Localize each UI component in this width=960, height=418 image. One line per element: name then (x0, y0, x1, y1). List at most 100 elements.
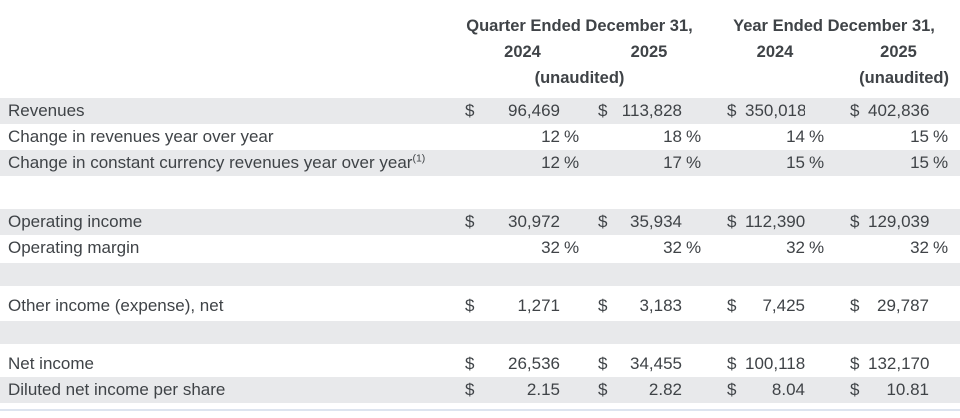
value-cell: 8.04 (771, 380, 805, 399)
year-year-2024: 2024 (756, 43, 794, 61)
table-row: Change in constant currency revenues yea… (0, 150, 960, 176)
row-label: Change in revenues year over year (8, 127, 274, 146)
percent-symbol: % (933, 153, 949, 172)
value-cell: 14 (786, 127, 805, 146)
table-row: Operating margin 32% 32% 32% 32% (0, 235, 960, 261)
spacer-row (0, 176, 960, 209)
currency-symbol: $ (465, 101, 475, 120)
value-cell: 2.15 (526, 380, 560, 399)
header-unaudited-row: (unaudited) (unaudited) (0, 65, 960, 91)
currency-symbol: $ (465, 212, 475, 231)
value-cell: 15 (786, 153, 805, 172)
value-cell: 12 (541, 153, 560, 172)
currency-symbol: $ (465, 380, 475, 399)
row-label: Net income (8, 354, 94, 373)
value-cell: 100,118 (745, 354, 805, 373)
value-cell: 30,972 (508, 212, 560, 231)
percent-symbol: % (933, 127, 949, 146)
value-cell: 113,828 (621, 101, 682, 120)
value-cell: 26,536 (508, 354, 560, 373)
table-row: Change in revenues year over year 12% 18% 1… (0, 124, 960, 150)
quarter-year-2025: 2025 (630, 43, 668, 61)
currency-symbol: $ (727, 380, 737, 399)
currency-symbol: $ (727, 354, 737, 373)
spacer-row (0, 319, 960, 351)
currency-symbol: $ (465, 354, 475, 373)
value-cell: 32 (910, 238, 929, 257)
footnote-marker: (1) (412, 152, 426, 165)
currency-symbol: $ (727, 296, 737, 315)
value-cell: 112,390 (745, 212, 805, 231)
row-label: Revenues (8, 101, 85, 120)
value-cell: 15 (910, 127, 929, 146)
value-cell: 32 (663, 238, 682, 257)
header-period-row: Quarter Ended December 31, Year Ended De… (0, 13, 960, 39)
spacer-band (0, 263, 960, 286)
value-cell: 15 (910, 153, 929, 172)
row-label: Change in constant currency revenues yea… (8, 152, 426, 172)
value-cell: 129,039 (868, 212, 929, 231)
value-cell: 132,170 (868, 354, 929, 373)
currency-symbol: $ (598, 380, 608, 399)
header-years-row: 2024 2025 2024 2025 (0, 39, 960, 65)
percent-symbol: % (809, 127, 825, 146)
table-row: Diluted net income per share $2.15 $2.82 $8… (0, 377, 960, 403)
value-cell: 7,425 (762, 296, 805, 315)
row-label: Other income (expense), net (8, 296, 224, 315)
currency-symbol: $ (850, 380, 860, 399)
currency-symbol: $ (850, 101, 860, 120)
table-body: Revenues $96,469 $113,828 $350,018 $402,836 C… (0, 98, 960, 403)
percent-symbol: % (933, 238, 949, 257)
currency-symbol: $ (850, 212, 860, 231)
spacer-band (0, 321, 960, 344)
currency-symbol: $ (850, 354, 860, 373)
percent-symbol: % (809, 238, 825, 257)
row-label: Diluted net income per share (8, 380, 226, 399)
value-cell: 32 (786, 238, 805, 257)
value-cell: 34,455 (630, 354, 682, 373)
quarter-group-title: Quarter Ended December 31, (466, 17, 693, 35)
value-cell: 32 (541, 238, 560, 257)
value-cell: 17 (663, 153, 682, 172)
value-cell: 18 (663, 127, 682, 146)
spacer-row (0, 261, 960, 293)
value-cell: 1,271 (517, 296, 560, 315)
currency-symbol: $ (727, 212, 737, 231)
value-cell: 29,787 (877, 296, 929, 315)
year-group-title: Year Ended December 31, (733, 17, 935, 35)
value-cell: 35,934 (630, 212, 682, 231)
value-cell: 3,183 (639, 296, 682, 315)
percent-symbol: % (686, 238, 702, 257)
table-row: Net income $26,536 $34,455 $100,118 $132,170 (0, 351, 960, 377)
year-unaudited-label: (unaudited) (859, 69, 949, 87)
percent-symbol: % (564, 127, 580, 146)
table-row: Other income (expense), net $1,271 $3,183 $… (0, 293, 960, 319)
value-cell: 2.82 (648, 380, 682, 399)
table-row: Revenues $96,469 $113,828 $350,018 $402,836 (0, 98, 960, 124)
currency-symbol: $ (727, 101, 737, 120)
percent-symbol: % (686, 153, 702, 172)
value-cell: 96,469 (508, 101, 560, 120)
currency-symbol: $ (598, 212, 608, 231)
percent-symbol: % (809, 153, 825, 172)
percent-symbol: % (686, 127, 702, 146)
table-row: Operating income $30,972 $35,934 $112,390 $1… (0, 209, 960, 235)
quarter-unaudited-label: (unaudited) (534, 69, 625, 87)
year-year-2025: 2025 (880, 43, 917, 61)
currency-symbol: $ (850, 296, 860, 315)
bottom-divider (0, 409, 960, 411)
value-cell: 12 (541, 127, 560, 146)
percent-symbol: % (564, 153, 580, 172)
currency-symbol: $ (598, 101, 608, 120)
row-label: Operating income (8, 212, 143, 231)
value-cell: 350,018 (745, 101, 805, 120)
currency-symbol: $ (465, 296, 475, 315)
currency-symbol: $ (598, 296, 608, 315)
value-cell: 10.81 (886, 380, 929, 399)
table-header: Quarter Ended December 31, Year Ended De… (0, 0, 960, 98)
percent-symbol: % (564, 238, 580, 257)
row-label: Operating margin (8, 238, 140, 257)
quarter-year-2024: 2024 (504, 43, 541, 61)
value-cell: 402,836 (868, 101, 929, 120)
